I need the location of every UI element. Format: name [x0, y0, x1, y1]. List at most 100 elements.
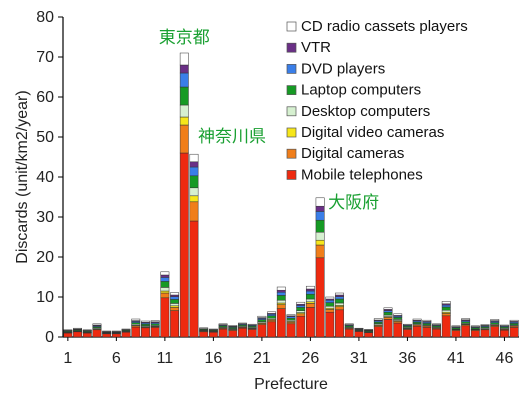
bar-segment	[442, 307, 450, 310]
y-tick-label: 30	[36, 209, 54, 226]
bar-segment	[180, 73, 188, 87]
bar-segment	[316, 258, 324, 337]
bar-segment	[510, 327, 518, 337]
y-axis-title: Discards (unit/km2/year)	[14, 90, 31, 263]
bar-segment	[364, 329, 372, 330]
y-tick-label: 80	[36, 9, 54, 26]
bar-segment	[112, 331, 120, 332]
bar-segment	[335, 297, 343, 299]
bar-segment	[83, 333, 91, 337]
bar-segment	[161, 298, 169, 337]
bar-segment	[306, 307, 314, 337]
bar-segment	[461, 326, 469, 337]
annotation-label: 大阪府	[328, 193, 379, 212]
bar-segment	[161, 293, 169, 298]
bar-segment	[423, 320, 431, 321]
bar-segment	[112, 334, 120, 337]
bar-segment	[500, 330, 508, 337]
bar-segment	[423, 327, 431, 337]
bar-segment	[93, 330, 101, 337]
bar-segment	[452, 326, 460, 327]
bar-segment	[277, 292, 285, 295]
bar-segment	[491, 319, 499, 320]
bar-segment	[229, 325, 237, 326]
bar-segment	[267, 312, 275, 314]
legend-label: DVD players	[301, 60, 385, 77]
bar-segment	[345, 324, 353, 325]
bar-segment	[200, 328, 208, 329]
bar-segment	[287, 324, 295, 337]
bar-segment	[93, 324, 101, 325]
bar-segment	[316, 245, 324, 258]
bar-segment	[180, 87, 188, 105]
bar-segment	[326, 303, 334, 307]
bar-segment	[442, 305, 450, 307]
legend-swatch	[287, 64, 296, 73]
bar-segment	[316, 220, 324, 232]
bar-segment	[384, 319, 392, 337]
bar-segment	[238, 323, 246, 324]
bar-segment	[141, 328, 149, 337]
bar-segment	[394, 323, 402, 337]
bar-segment	[170, 311, 178, 337]
bar-segment	[355, 328, 363, 329]
bar-segment	[403, 324, 411, 325]
bar-segment	[170, 303, 178, 305]
bar-segment	[83, 330, 91, 331]
bar-segment	[316, 232, 324, 240]
bar-segment	[170, 293, 178, 295]
bar-segment	[306, 286, 314, 289]
bar-segment	[64, 330, 72, 331]
bar-segment	[73, 332, 81, 337]
bar-segment	[277, 300, 285, 303]
y-tick-label: 40	[36, 169, 54, 186]
bar-segment	[432, 329, 440, 337]
bar-segment	[248, 324, 256, 325]
bar-segment	[461, 319, 469, 320]
bar-segment	[326, 306, 334, 308]
bar-segment	[258, 316, 266, 317]
bar-segment	[229, 331, 237, 337]
legend-swatch	[287, 128, 296, 137]
bar-segment	[306, 303, 314, 307]
bar-segment	[374, 319, 382, 320]
bar-segment	[335, 299, 343, 303]
bar-segment	[345, 329, 353, 337]
x-tick-label: 31	[350, 350, 368, 367]
bar-segment	[442, 313, 450, 315]
bar-segment	[209, 332, 217, 337]
bar-segment	[394, 317, 402, 319]
bar-segment	[384, 317, 392, 319]
legend-label: VTR	[301, 39, 331, 56]
bar-segment	[374, 327, 382, 337]
bar-segment	[432, 324, 440, 325]
bar-segment	[258, 320, 266, 322]
bar-segment	[161, 275, 169, 277]
bar-segment	[161, 277, 169, 281]
legend-swatch	[287, 149, 296, 158]
legend-label: Mobile telephones	[301, 166, 423, 183]
bar-segment	[287, 315, 295, 316]
bar-segment	[481, 330, 489, 337]
bar-segment	[122, 332, 130, 337]
bar-segment	[500, 325, 508, 326]
y-tick-label: 0	[45, 329, 54, 346]
legend-label: Desktop computers	[301, 103, 430, 120]
bar-segment	[413, 326, 421, 337]
bar-segment	[510, 320, 518, 321]
bar-segment	[180, 153, 188, 337]
legend-label: Laptop computers	[301, 82, 421, 99]
bar-segment	[335, 303, 343, 305]
bar-segment	[141, 321, 149, 322]
y-tick-label: 10	[36, 289, 54, 306]
bar-segment	[170, 297, 178, 300]
bar-segment	[452, 331, 460, 337]
bar-segment	[180, 65, 188, 73]
bar-segment	[326, 312, 334, 337]
bar-segment	[64, 333, 72, 337]
x-tick-label: 1	[63, 350, 72, 367]
bar-segment	[180, 105, 188, 117]
bar-segment	[335, 307, 343, 310]
bar-segment	[161, 287, 169, 291]
